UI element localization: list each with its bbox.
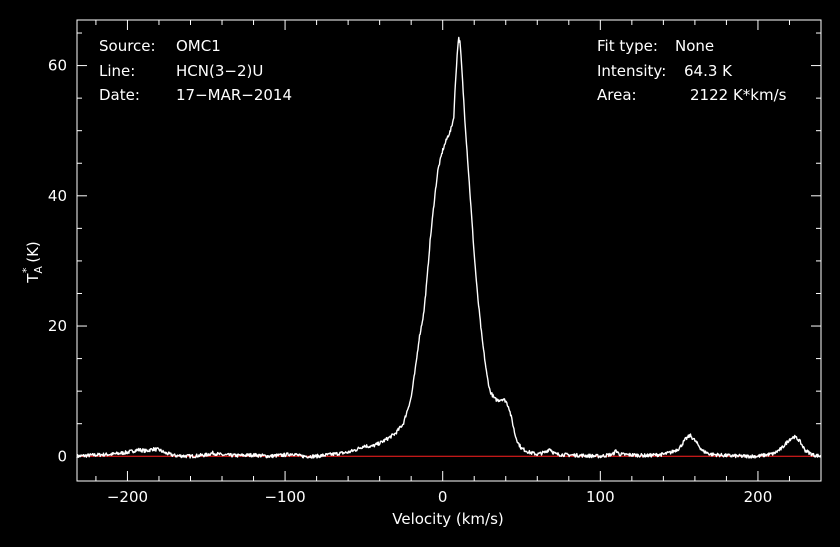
info-left: Source: OMC1 Line: HCN(3−2)U Date: 17−MA… [99,37,292,104]
y-axis-label: TA* (K) [20,241,45,284]
info-date-value: 17−MAR−2014 [176,86,292,104]
y-tick-label: 0 [57,447,67,465]
info-right: Fit type: None Intensity: 64.3 K Area: 2… [597,37,787,104]
info-line-value: HCN(3−2)U [176,62,263,80]
x-tick-label: −100 [264,488,305,506]
tick-labels: −200 −100 0 100 200 0 20 40 60 [48,57,772,506]
y-label-sub: A [32,266,45,274]
info-intensity-value: 64.3 K [684,62,733,80]
info-area-value: 2122 K*km/s [690,86,787,104]
info-intensity-key: Intensity: [597,62,666,80]
x-tick-label: 100 [586,488,615,506]
x-tick-label: −200 [107,488,148,506]
y-tick-label: 40 [48,187,67,205]
x-tick-label: 0 [438,488,448,506]
axis-ticks [77,20,822,481]
x-axis-label: Velocity (km/s) [392,510,503,528]
plot-frame [76,19,822,482]
info-fit-type-value: None [675,37,714,55]
spectrum-line [76,36,822,459]
y-label-sup: * [20,267,33,273]
info-fit-type-key: Fit type: [597,37,658,55]
x-tick-label: 200 [744,488,773,506]
info-area-key: Area: [597,86,637,104]
y-label-main: T [24,273,42,284]
y-label-unit: (K) [24,241,42,267]
info-line-key: Line: [99,62,135,80]
info-date-key: Date: [99,86,140,104]
y-tick-label: 20 [48,317,67,335]
y-tick-label: 60 [48,57,67,75]
info-source-value: OMC1 [176,37,221,55]
info-source-key: Source: [99,37,156,55]
